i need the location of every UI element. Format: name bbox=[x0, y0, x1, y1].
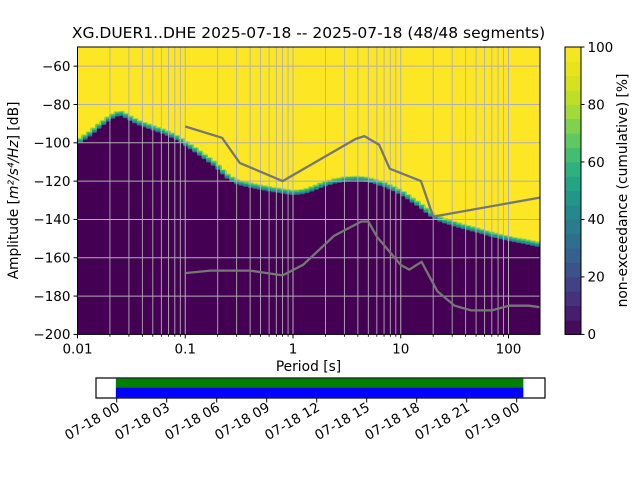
timeline-tick-label: 07-18 18 bbox=[362, 400, 423, 444]
y-tick-label: −140 bbox=[33, 212, 70, 228]
mesh-low-region bbox=[77, 115, 540, 335]
colorbar-segment bbox=[565, 133, 581, 148]
timeline-tick-label: 07-18 06 bbox=[162, 400, 223, 444]
x-tick-label: 1 bbox=[289, 342, 298, 358]
colorbar-segment bbox=[565, 161, 581, 177]
y-axis-label: Amplitude [m²/s⁴/Hz] [dB] bbox=[6, 102, 22, 280]
timeline-tick-label: 07-18 15 bbox=[312, 400, 373, 444]
timeline-coverage-top bbox=[115, 378, 524, 388]
y-tick-label: −160 bbox=[33, 251, 70, 267]
timeline-tick-label: 07-18 12 bbox=[262, 400, 323, 444]
colorbar-segment bbox=[565, 233, 581, 249]
colorbar-segment bbox=[565, 276, 581, 292]
plot-border bbox=[77, 46, 541, 335]
y-tick-label: −180 bbox=[33, 289, 70, 305]
colorbar-segment bbox=[565, 291, 581, 307]
grid bbox=[77, 47, 540, 335]
timeline-tick-label: 07-18 03 bbox=[112, 400, 173, 444]
colorbar-tick-label: 0 bbox=[588, 327, 597, 343]
colorbar-segment bbox=[565, 205, 581, 220]
x-tick-label: 0.01 bbox=[62, 342, 92, 358]
x-axis-label: Period [s] bbox=[276, 359, 341, 375]
colorbar-segment bbox=[565, 219, 581, 235]
colorbar-segment bbox=[565, 104, 581, 120]
colorbar-label: non-exceedance (cumulative) [%] bbox=[615, 74, 631, 308]
nlnm-line bbox=[185, 220, 540, 312]
ppsd-mesh bbox=[77, 47, 540, 335]
colorbar-tick-label: 20 bbox=[588, 270, 605, 286]
y-tick-label: −60 bbox=[42, 59, 71, 75]
mesh-band-light bbox=[77, 110, 540, 243]
y-tick-label: −200 bbox=[33, 327, 70, 343]
x-tick-label: 0.1 bbox=[175, 342, 196, 358]
timeline-tick-label: 07-18 00 bbox=[62, 400, 123, 444]
timeline-tick-label: 07-18 09 bbox=[212, 400, 273, 444]
colorbar-segment bbox=[565, 248, 581, 263]
noise-models bbox=[184, 125, 540, 312]
colorbar-tick-label: 80 bbox=[588, 97, 605, 113]
colorbar-segment bbox=[565, 118, 581, 134]
y-tick-label: −80 bbox=[42, 97, 71, 113]
timeline-tick-label: 07-19 00 bbox=[462, 400, 523, 444]
y-tick-label: −120 bbox=[33, 174, 70, 190]
colorbar-segment bbox=[565, 190, 581, 206]
colorbar-segment bbox=[565, 176, 581, 192]
colorbar-segment bbox=[565, 61, 581, 77]
y-tick-label: −100 bbox=[33, 136, 70, 152]
plot-title: XG.DUER1..DHE 2025-07-18 -- 2025-07-18 (… bbox=[72, 24, 545, 42]
colorbar-segment bbox=[565, 47, 581, 62]
colorbar-segment bbox=[565, 320, 581, 335]
colorbar-segment bbox=[565, 305, 581, 321]
timeline-coverage-bottom bbox=[115, 387, 524, 398]
colorbar-segment bbox=[565, 262, 581, 278]
nhnm-line bbox=[184, 125, 540, 218]
colorbar-tick-label: 60 bbox=[588, 155, 605, 171]
x-tick-label: 10 bbox=[392, 342, 409, 358]
colorbar-segment bbox=[565, 75, 581, 91]
colorbar-border bbox=[564, 46, 582, 335]
x-tick-label: 100 bbox=[496, 342, 522, 358]
colorbar-tick-label: 100 bbox=[588, 40, 614, 56]
timeline-tick-label: 07-18 21 bbox=[412, 400, 473, 444]
colorbar-segment bbox=[565, 90, 581, 105]
colorbar-tick-label: 40 bbox=[588, 212, 605, 228]
colorbar-segment bbox=[565, 147, 581, 163]
